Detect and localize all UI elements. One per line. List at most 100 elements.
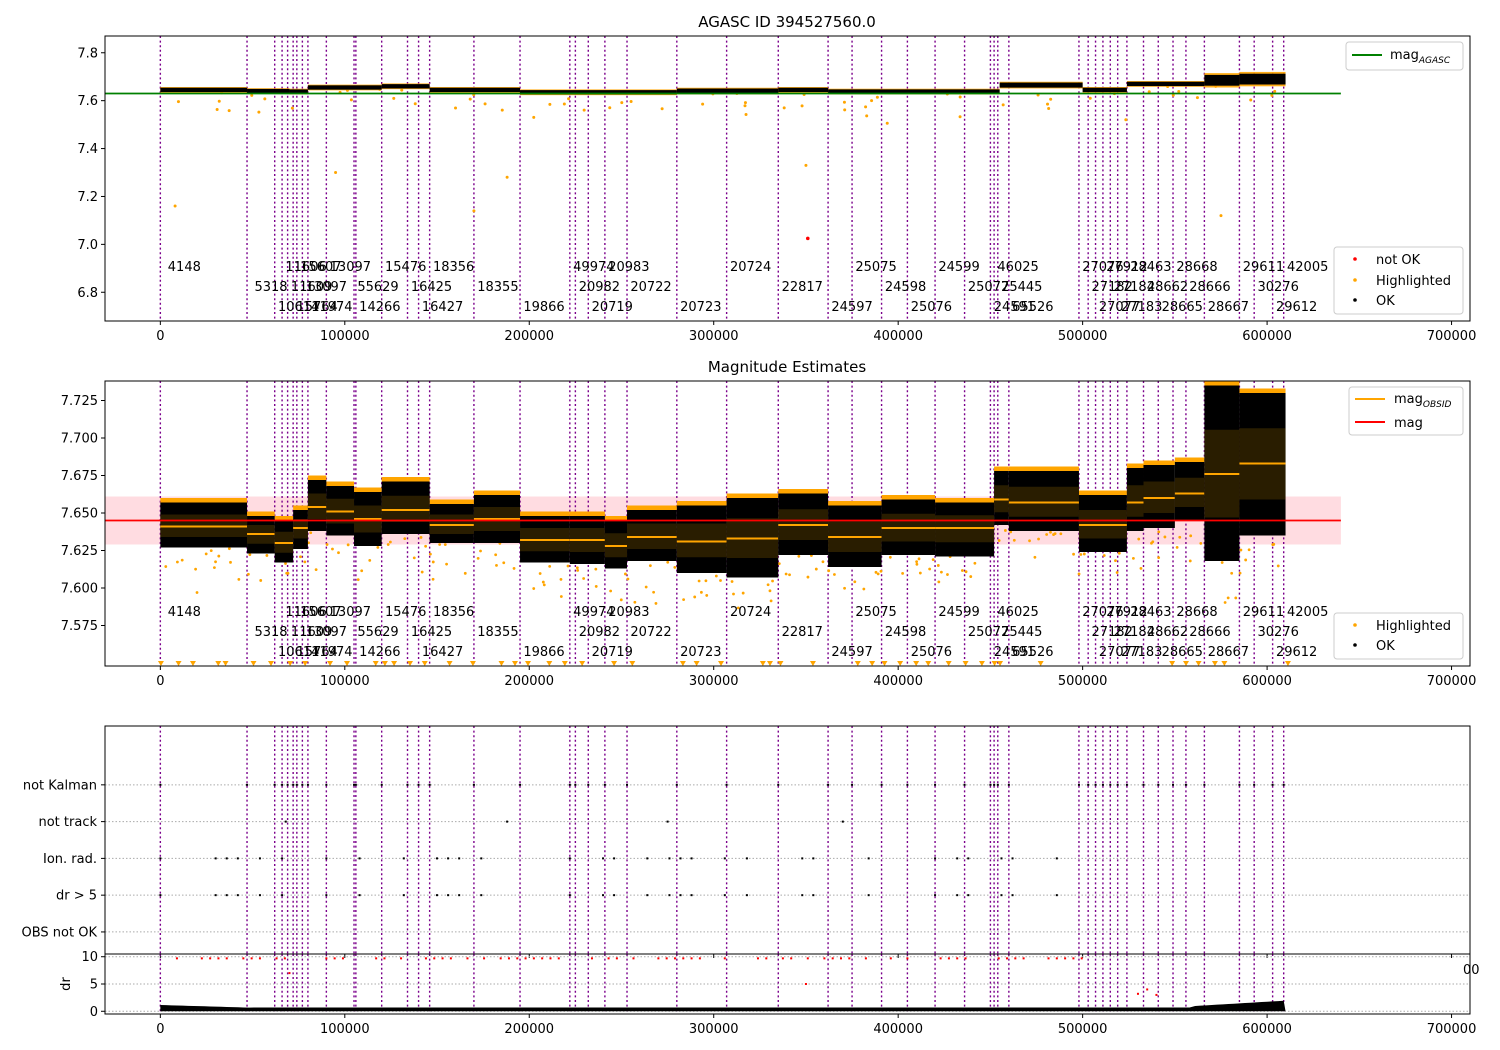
flag-point [480,857,483,860]
highlighted-point [1178,535,1182,539]
highlighted-point [973,561,977,565]
x-tick-label: 500000 [1058,674,1108,689]
highlighted-point [1195,96,1199,100]
highlighted-point [413,102,417,106]
offscale-marker [175,661,182,666]
highlighted-point [284,562,287,565]
obsid-label: 27184 [1114,625,1155,640]
highlighted-point [1223,601,1227,604]
dr-outlier [956,957,959,960]
highlighted-point [1117,551,1121,555]
highlighted-point [248,553,252,557]
offscale-marker [561,661,568,666]
y-tick-label: 7.600 [61,582,98,597]
flag-point [725,783,728,786]
offscale-marker [693,661,700,666]
highlighted-point [1249,98,1253,102]
obsid-label: 20982 [579,625,620,640]
legend-highlighted-dot [1353,278,1357,282]
ok-band [1126,81,1205,87]
flag-point [1238,783,1241,786]
panel-agasc-data [105,36,1341,321]
highlighted-point [303,560,307,564]
obsid-label: 29611 [1243,605,1284,620]
y-tick-label: 7.4 [77,142,98,157]
obsid-label: 11606 [285,605,326,620]
highlighted-point [821,560,825,564]
obsid-label: 13097 [330,605,371,620]
highlighted-point [532,115,536,119]
obsid-label: 27912 [1106,605,1147,620]
obsid-label: 25076 [911,300,952,315]
obsid-label: 22817 [782,625,823,640]
highlighted-point [743,104,747,108]
highlighted-point [443,543,447,546]
obsid-label: 4148 [168,605,201,620]
obsid-label: 11609 [291,280,332,295]
highlighted-top [520,511,570,516]
highlighted-point [431,577,435,581]
highlighted-point [1012,538,1016,542]
highlighted-point [180,558,184,562]
flag-point [1109,783,1112,786]
highlighted-point [875,95,879,99]
panel-flags-data [105,726,1470,954]
obsid-label: 28463 [1130,260,1171,275]
obsid-label: 27912 [1106,260,1147,275]
y-tick-label: 7.675 [61,469,98,484]
flag-point [214,857,217,860]
dr-outlier [964,957,967,960]
obsid-label: 42005 [1287,260,1328,275]
flag-point [258,857,261,860]
x-tick-label: 0 [156,329,164,344]
highlighted-point [376,545,380,549]
y-tick-label: 7.2 [77,190,98,205]
highlighted-point [538,572,542,575]
highlighted-point [346,543,350,547]
highlighted-top [1239,388,1286,393]
panel-flags-frame [104,725,1471,955]
offscale-marker [579,661,586,666]
flag-point [679,894,682,897]
highlighted-point [788,573,791,577]
flag-point [506,820,509,823]
flag-point [568,857,571,860]
highlighted-point [483,102,487,106]
dr-outlier [325,957,328,960]
highlighted-top [627,505,677,510]
obsid-label: 24598 [885,280,926,295]
highlighted-point [885,121,889,125]
obsid-label: 27183 [1121,300,1162,315]
offscale-marker [1284,661,1291,666]
dr-outlier [466,957,469,960]
flag-point [1087,783,1090,786]
highlighted-point [946,573,949,576]
panel-agasc-legend-top: magAGASC [1345,41,1464,71]
offscale-marker [854,661,861,666]
highlighted-top [1204,381,1240,386]
highlighted-point [1270,93,1274,97]
flag-point [354,783,357,786]
highlighted-point [337,551,340,555]
offscale-marker [546,661,553,666]
highlighted-point [1177,90,1181,94]
highlighted-point [567,97,571,101]
obsid-label: 24597 [831,645,872,660]
x-tick-label: 200000 [504,1022,554,1037]
flag-point [745,857,748,860]
offscale-marker [759,661,766,666]
highlighted-point [582,108,586,112]
highlighted-point [265,554,269,557]
highlighted-point [969,575,973,578]
flag-point [1011,857,1014,860]
highlighted-point [309,531,313,535]
highlighted-point [209,549,213,553]
y-tick-label: 7.725 [61,394,98,409]
highlighted-top [726,493,779,498]
offscale-marker [991,661,998,666]
highlighted-point [874,570,878,574]
highlighted-point [594,585,598,588]
dr-outlier [449,957,452,960]
obsid-label: 13097 [330,260,371,275]
highlighted-point [1273,89,1277,93]
